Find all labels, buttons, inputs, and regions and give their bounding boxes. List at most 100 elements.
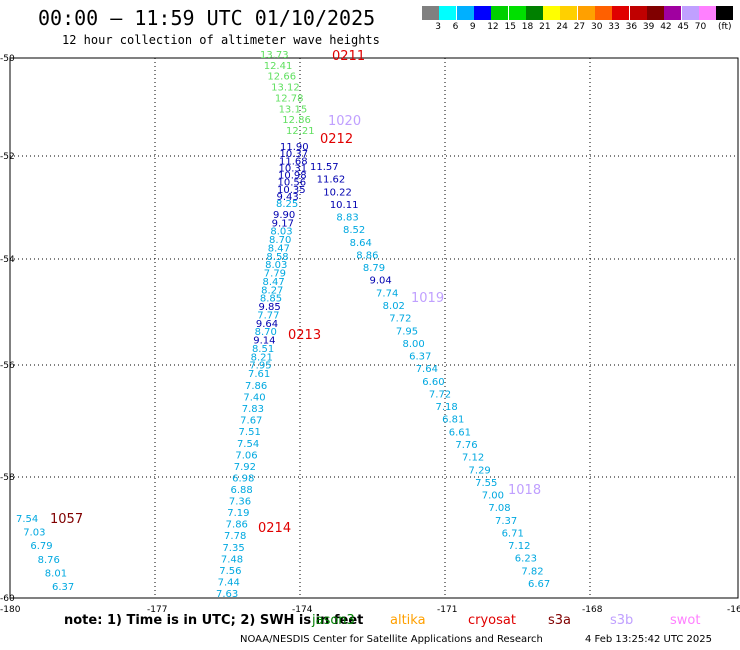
swh-value: 7.29 xyxy=(469,465,491,476)
swh-value: 7.78 xyxy=(224,531,246,542)
y-tick-label: -56 xyxy=(0,361,15,371)
track-id-label: 0213 xyxy=(288,328,321,343)
satellite-label: s3b xyxy=(610,613,634,628)
swh-value: 7.72 xyxy=(429,389,451,400)
swh-value: 11.68 xyxy=(279,156,308,167)
legend-swatch xyxy=(422,6,439,20)
swh-value: 9.04 xyxy=(369,276,391,287)
x-tick-label: -180 xyxy=(0,605,21,615)
legend-swatch xyxy=(698,6,716,20)
legend-label: 15 xyxy=(504,22,516,32)
swh-value: 12.41 xyxy=(264,61,293,72)
swh-value: 7.54 xyxy=(237,439,259,450)
swh-value: 6.98 xyxy=(232,473,254,484)
swh-value: 8.03 xyxy=(265,260,287,271)
swh-value: 7.86 xyxy=(245,381,267,392)
legend-swatch xyxy=(664,6,682,20)
swh-value: 7.18 xyxy=(436,402,458,413)
swh-value: 10.11 xyxy=(330,200,359,211)
swh-value: 7.83 xyxy=(242,404,264,415)
swh-value: 7.63 xyxy=(216,589,238,600)
swh-value: 7.48 xyxy=(221,554,243,565)
swh-value: 10.98 xyxy=(278,171,307,182)
swh-value: 10.37 xyxy=(280,149,309,160)
legend-swatch xyxy=(543,6,561,20)
swh-value: 6.67 xyxy=(528,579,550,590)
axis-ticks: -180 -177 -174 -171 -168 -16 -50 -52 -54 -56 -58 -6… xyxy=(0,54,740,615)
swh-value: 7.55 xyxy=(475,478,497,489)
legend-label: 9 xyxy=(469,22,476,32)
swh-value: 6.60 xyxy=(422,377,444,388)
swh-value: 8.51 xyxy=(252,344,274,355)
legend-label: 45 xyxy=(677,22,689,32)
swh-value: 8.25 xyxy=(276,199,298,210)
track-id-label: 0211 xyxy=(332,49,365,64)
x-tick-label: -16 xyxy=(727,605,740,615)
swh-value: 13.73 xyxy=(260,50,289,61)
legend-swatch xyxy=(473,6,491,20)
swh-value: 8.76 xyxy=(38,555,60,566)
y-tick-label: -60 xyxy=(0,594,15,604)
swh-value: 12.86 xyxy=(282,115,311,126)
swh-value: 8.27 xyxy=(261,285,283,296)
swh-value: 7.76 xyxy=(455,440,477,451)
swh-value: 11.90 xyxy=(280,142,309,153)
legend-label: 30 xyxy=(591,22,603,32)
page-title: 00:00 — 11:59 UTC 01/10/2025 xyxy=(38,6,376,30)
swh-value: 8.47 xyxy=(262,277,284,288)
track-id-label: 1057 xyxy=(50,512,83,527)
legend-label: 24 xyxy=(556,22,568,32)
legend-label: 6 xyxy=(452,22,459,32)
satellite-label: s3a xyxy=(548,613,572,628)
swh-value: 10.35 xyxy=(277,185,306,196)
swh-value: 7.82 xyxy=(521,566,543,577)
swh-value: 10.31 xyxy=(279,163,308,174)
swh-value: 9.17 xyxy=(272,218,294,229)
legend-label: 70 xyxy=(694,22,707,32)
legend-swatch xyxy=(716,6,734,20)
swh-value: 8.47 xyxy=(268,243,290,254)
legend-swatch xyxy=(560,6,578,20)
x-tick-label: -168 xyxy=(582,605,603,615)
satellite-label: jason3 xyxy=(312,613,355,628)
swh-value: 7.37 xyxy=(495,516,517,527)
credit-text: NOAA/NESDIS Center for Satellite Applica… xyxy=(240,634,543,645)
swh-value: 7.51 xyxy=(239,427,261,438)
swh-value: 7.72 xyxy=(389,314,411,325)
swh-value: 7.92 xyxy=(234,462,256,473)
swh-value: 6.61 xyxy=(449,427,471,438)
swh-value: 7.19 xyxy=(227,508,249,519)
swh-value: 7.64 xyxy=(416,364,438,375)
y-tick-label: -52 xyxy=(0,152,15,162)
swh-value: 7.56 xyxy=(219,566,241,577)
timestamp: 4 Feb 13:25:42 UTC 2025 xyxy=(585,634,712,645)
track-id-label: 1018 xyxy=(508,483,541,498)
swh-value: 8.52 xyxy=(343,225,365,236)
y-tick-label: -58 xyxy=(0,473,15,483)
swh-value: 7.95 xyxy=(396,326,418,337)
track-id-label: 1020 xyxy=(328,114,361,129)
map-grid xyxy=(9,57,739,599)
swh-value: 8.58 xyxy=(266,252,288,263)
swh-value: 7.86 xyxy=(226,520,248,531)
legend-label: 33 xyxy=(608,22,620,32)
y-tick-label: -50 xyxy=(0,54,15,64)
swh-value: 12.78 xyxy=(275,93,304,104)
swh-value: 9.43 xyxy=(277,192,299,203)
swh-value: 8.03 xyxy=(270,227,292,238)
track-id-label: 1019 xyxy=(411,291,444,306)
swh-value: 7.95 xyxy=(249,361,271,372)
swh-value: 7.12 xyxy=(462,453,484,464)
track-ids: 0211 1020 0212 1019 0213 1018 1057 0214 xyxy=(50,49,541,536)
swh-value: 12.21 xyxy=(286,126,315,137)
swh-value: 7.36 xyxy=(229,497,251,508)
swh-value: 7.06 xyxy=(235,450,257,461)
swh-value: 13.12 xyxy=(271,83,300,94)
map-frame xyxy=(9,57,739,599)
legend-swatch xyxy=(525,6,543,20)
legend-label: 39 xyxy=(642,22,655,32)
swh-value: 7.67 xyxy=(240,416,262,427)
legend-label: 42 xyxy=(660,22,672,32)
swh-value: 7.03 xyxy=(23,528,45,539)
swh-value: 8.70 xyxy=(255,327,277,338)
